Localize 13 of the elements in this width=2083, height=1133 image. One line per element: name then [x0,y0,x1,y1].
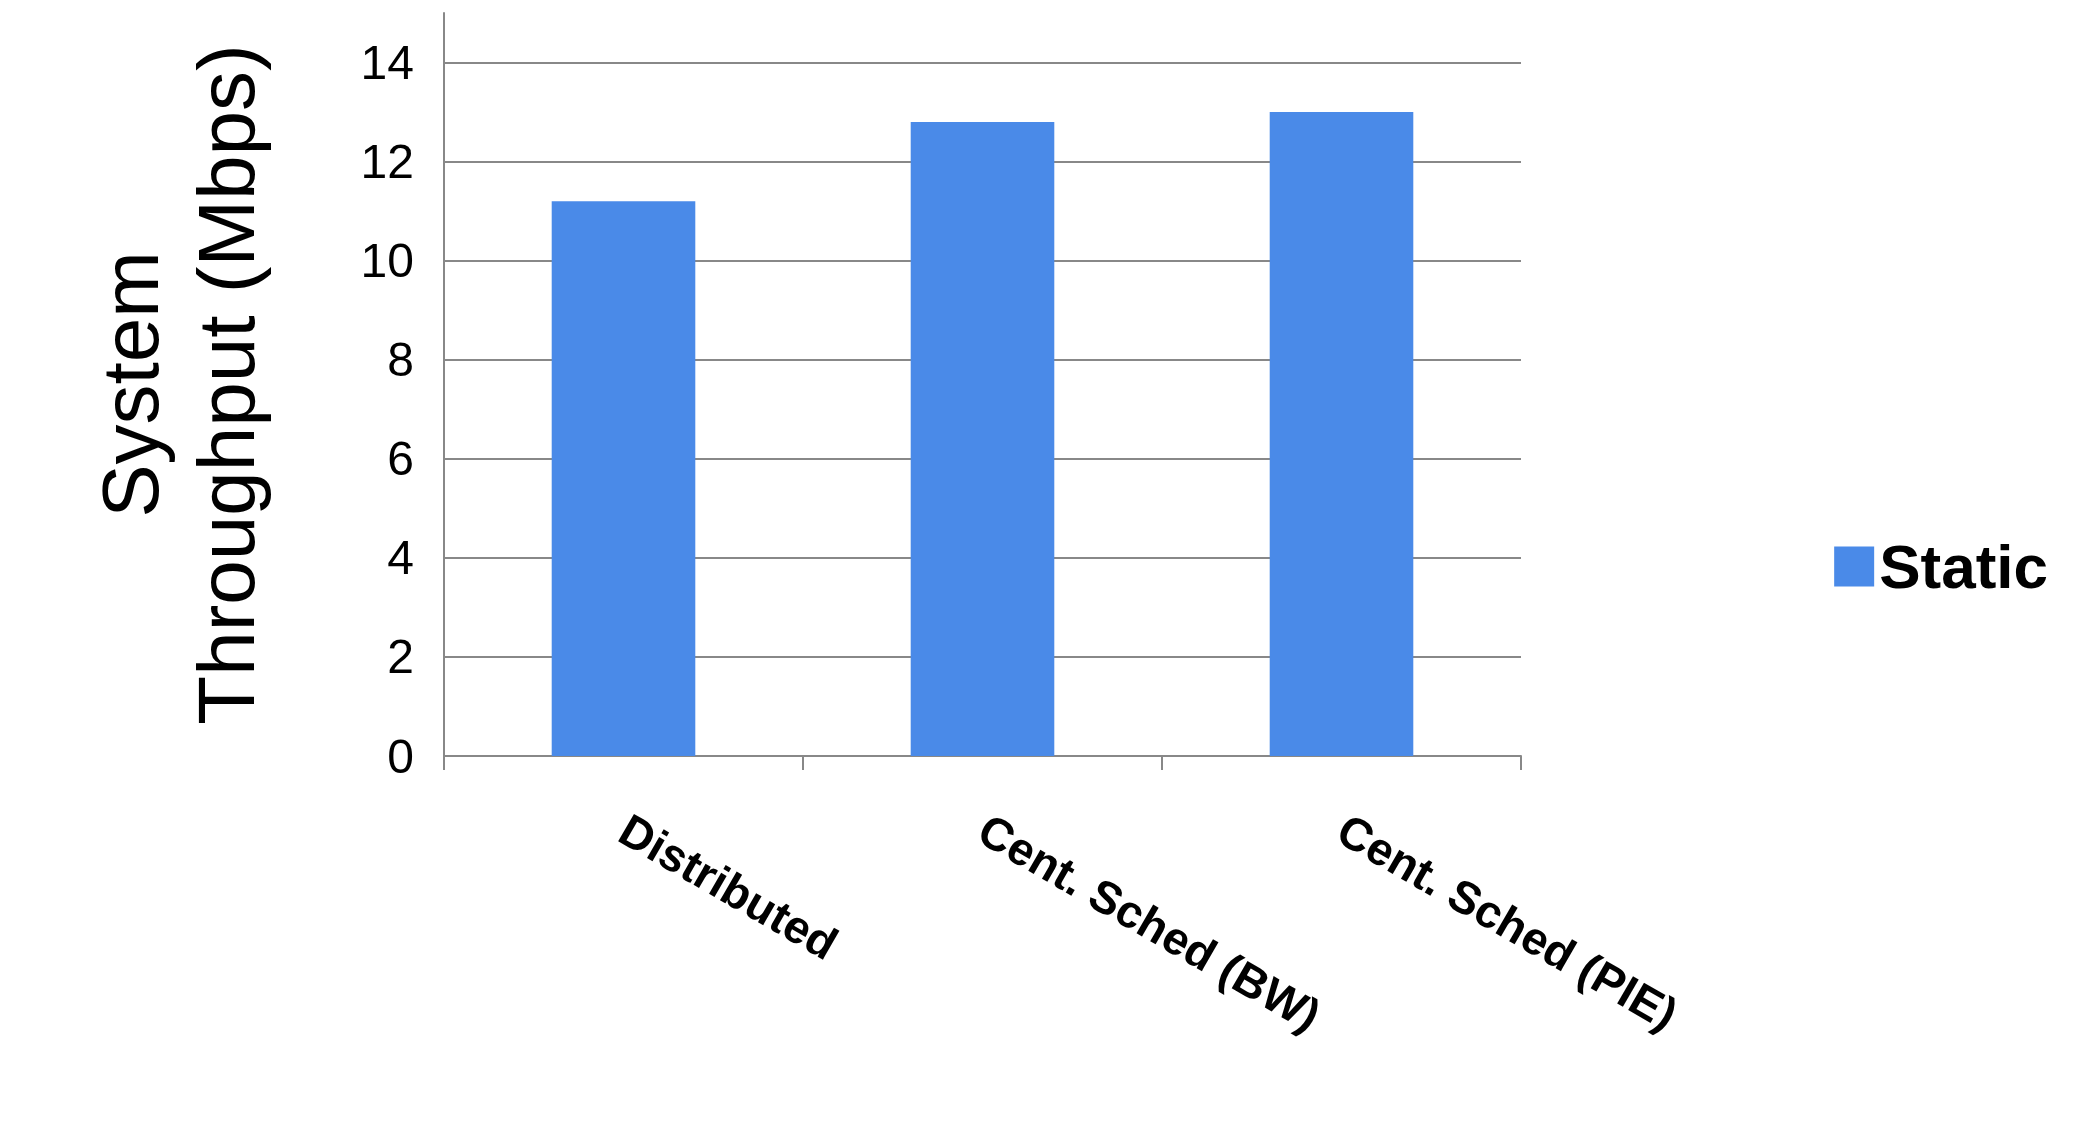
y-tick-label: 2 [387,630,414,684]
y-tick-label: 10 [360,234,414,288]
bar [910,121,1055,756]
legend-label: Static [1879,532,2049,601]
y-tick-label: 8 [387,333,414,387]
y-axis-title: System Throughput (Mbps) [85,44,271,725]
y-tick-label: 12 [360,135,414,189]
y-tick-label: 14 [360,36,414,90]
bar [551,201,696,756]
bar [1269,112,1414,756]
y-tick-label: 4 [387,531,414,585]
y-tick-label: 0 [387,729,414,783]
y-tick-label: 6 [387,432,414,486]
